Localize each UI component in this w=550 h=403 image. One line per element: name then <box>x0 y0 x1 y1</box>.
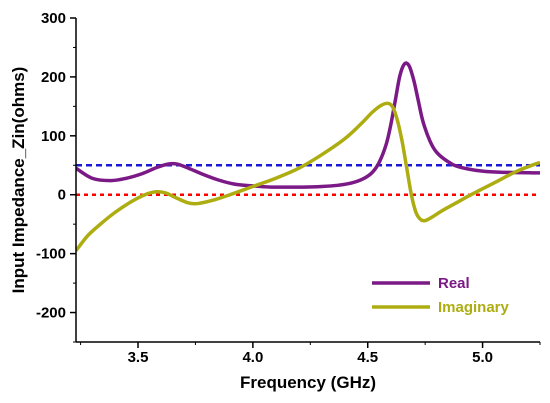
x-tick-label: 3.5 <box>128 349 149 366</box>
y-tick-label: 0 <box>58 187 66 204</box>
y-tick-label: 100 <box>41 128 66 145</box>
x-tick-label: 4.5 <box>357 349 378 366</box>
series-line-real <box>76 61 540 189</box>
legend-label: Real <box>438 275 470 292</box>
y-tick-label: 200 <box>41 69 66 86</box>
x-axis-title: Frequency (GHz) <box>240 373 376 392</box>
series-line-imaginary <box>76 101 540 252</box>
y-tick-label: 300 <box>41 10 66 27</box>
y-tick-label: -200 <box>36 305 66 322</box>
axes <box>75 18 540 343</box>
x-tick-label: 5.0 <box>472 349 493 366</box>
y-axis-title: Input Impedance_Zin(ohms) <box>9 67 28 294</box>
legend: Real Imaginary <box>372 275 510 316</box>
y-tick-label: -100 <box>36 246 66 263</box>
y-ticks: 300 200 100 0 -100 -200 <box>36 10 76 343</box>
x-tick-label: 4.0 <box>242 349 263 366</box>
x-ticks: 3.5 4.0 4.5 5.0 <box>80 342 541 366</box>
plot-area <box>76 61 540 252</box>
legend-label: Imaginary <box>438 299 510 316</box>
